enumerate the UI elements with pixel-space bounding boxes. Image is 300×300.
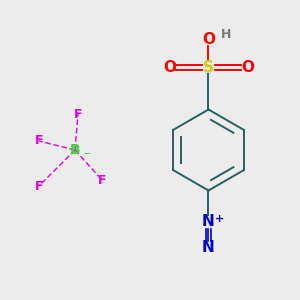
Text: F: F bbox=[35, 179, 43, 193]
Text: O: O bbox=[163, 60, 176, 75]
Text: F: F bbox=[98, 173, 106, 187]
Text: N: N bbox=[202, 214, 215, 230]
Text: F: F bbox=[35, 134, 43, 148]
Text: O: O bbox=[241, 60, 254, 75]
Text: O: O bbox=[202, 32, 215, 46]
Text: B: B bbox=[70, 143, 80, 157]
Text: +: + bbox=[214, 214, 224, 224]
Text: S: S bbox=[203, 60, 214, 75]
Text: −: − bbox=[82, 149, 91, 160]
Text: N: N bbox=[202, 240, 215, 255]
Text: F: F bbox=[74, 107, 82, 121]
Text: H: H bbox=[221, 28, 232, 41]
